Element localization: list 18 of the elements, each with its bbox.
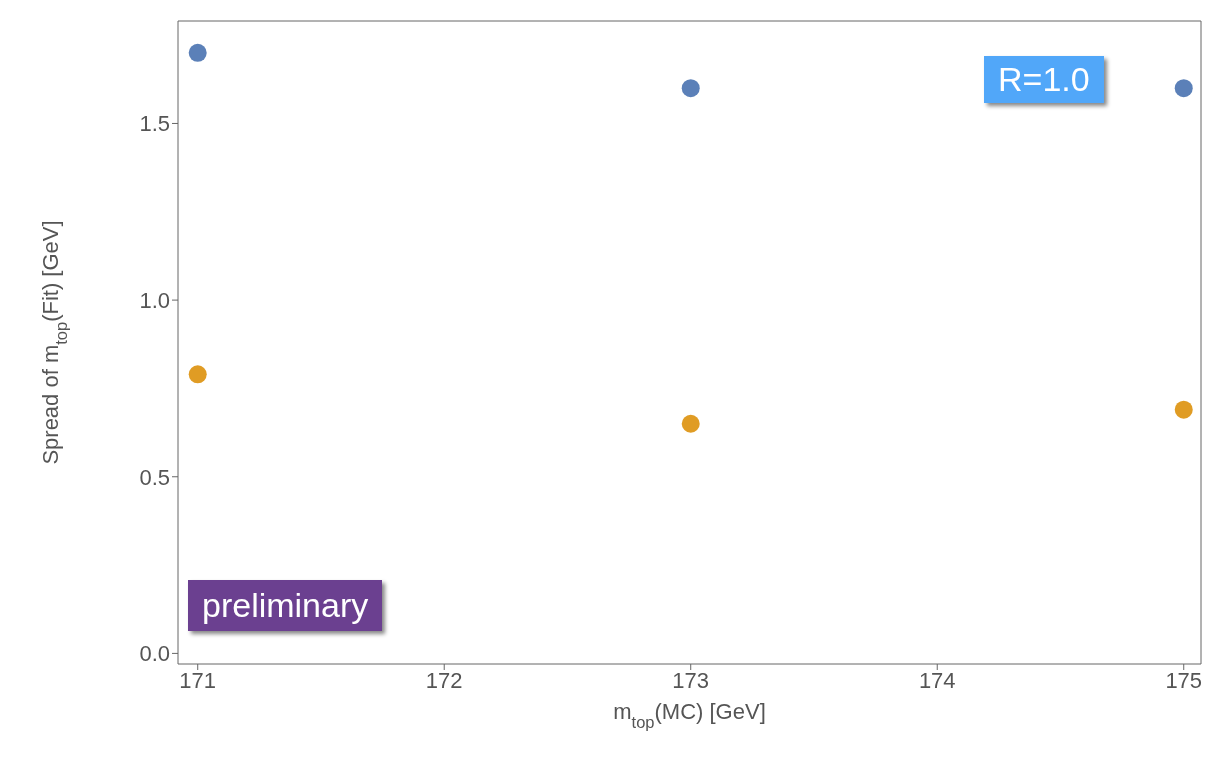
x-tick-label: 175 (1165, 667, 1203, 693)
y-tick-label: 0.5 (139, 464, 170, 490)
y-tick-label: 1.0 (139, 287, 170, 313)
y-tick-label: 0.0 (139, 641, 170, 667)
x-axis-title: m$_{top}$(MC) [GeV] (613, 699, 766, 731)
y-tick-label: 1.5 (139, 111, 170, 137)
annotation: preliminary (188, 580, 383, 631)
point (1174, 79, 1193, 98)
point (188, 43, 207, 62)
x-tick-label: 174 (918, 667, 956, 693)
point (681, 414, 700, 433)
point (188, 365, 207, 384)
annotation: R=1.0 (984, 56, 1104, 103)
x-tick-label: 171 (179, 667, 217, 693)
x-tick-label: 173 (672, 667, 710, 693)
point (1174, 400, 1193, 419)
point (681, 79, 700, 98)
x-tick-label: 172 (425, 667, 463, 693)
